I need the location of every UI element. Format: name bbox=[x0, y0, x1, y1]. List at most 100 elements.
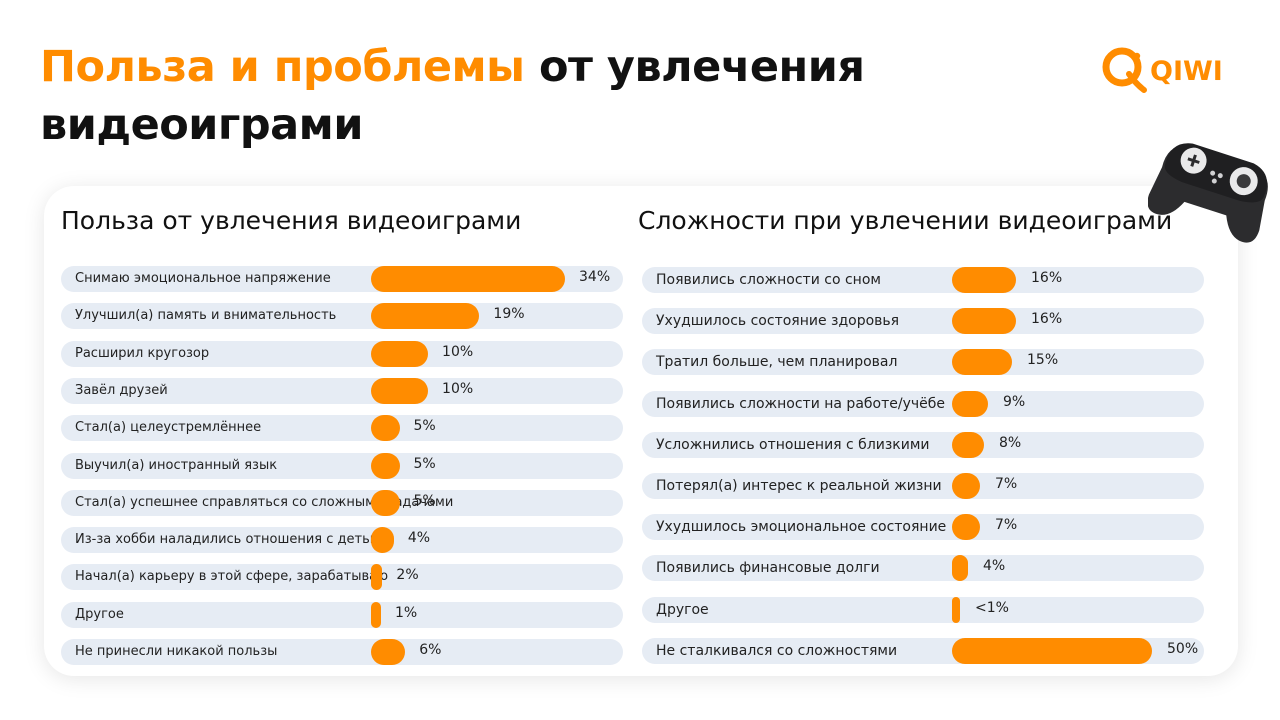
bar-label: Расширил кругозор bbox=[75, 345, 210, 361]
page-title: Польза и проблемы от увлечения видеоигра… bbox=[40, 38, 865, 154]
bar-row: Не сталкивался со сложностями 50% bbox=[642, 637, 1204, 664]
bar bbox=[952, 349, 1012, 376]
bar-label: Ухудшилось состояние здоровья bbox=[656, 313, 900, 330]
bar-label: Из-за хобби наладились отношения с детьм… bbox=[75, 532, 389, 548]
bar-track bbox=[61, 639, 623, 665]
bar-row: Потерял(а) интерес к реальной жизни 7% bbox=[642, 473, 1204, 499]
bar-track bbox=[61, 340, 623, 367]
bar-value-label: 50% bbox=[1167, 640, 1199, 657]
title-line2: видеоиграми bbox=[40, 100, 363, 150]
bar-value-label: 19% bbox=[493, 306, 525, 323]
bar-label: Другое bbox=[75, 606, 124, 622]
bar-value-label: 10% bbox=[442, 380, 474, 397]
bar-row: Ухудшилось состояние здоровья 16% bbox=[642, 308, 1204, 335]
bar bbox=[952, 555, 968, 582]
bar bbox=[371, 601, 381, 628]
bar-label: Усложнились отношения с близкими bbox=[656, 436, 930, 453]
bar-label: Ухудшилось эмоциональное состояние bbox=[656, 519, 947, 536]
bar-value-label: 7% bbox=[995, 517, 1018, 534]
bar-label: Появились финансовые долги bbox=[656, 560, 880, 577]
bar bbox=[371, 639, 406, 665]
bar bbox=[952, 637, 1152, 664]
bar-value-label: 4% bbox=[407, 530, 431, 547]
bar bbox=[952, 390, 988, 417]
gamepad-icon bbox=[1148, 143, 1268, 243]
bar-row: Начал(а) карьеру в этой сфере, зарабатыв… bbox=[61, 564, 623, 591]
bar bbox=[371, 266, 565, 292]
bar-label: Не сталкивался со сложностями bbox=[656, 642, 898, 659]
bar bbox=[952, 431, 984, 458]
bar-row: Ухудшилось эмоциональное состояние 7% bbox=[642, 514, 1204, 541]
bar-track bbox=[61, 564, 623, 591]
bar-row: Выучил(а) иностранный язык 5% bbox=[61, 452, 623, 479]
bar-value-label: 16% bbox=[1031, 311, 1063, 328]
bar-value-label: 7% bbox=[995, 476, 1018, 492]
bar-label: Улучшил(а) память и внимательность bbox=[75, 308, 337, 324]
bar-label: Потерял(а) интерес к реальной жизни bbox=[656, 478, 942, 494]
bar-track bbox=[61, 415, 623, 442]
bar-value-label: 5% bbox=[413, 455, 436, 472]
bar-track bbox=[642, 308, 1204, 335]
bar-label: Появились сложности со сном bbox=[656, 272, 881, 288]
bar-value-label: 5% bbox=[413, 418, 436, 435]
bar bbox=[952, 473, 980, 499]
bar-track bbox=[642, 555, 1204, 582]
bar bbox=[371, 415, 400, 442]
bar bbox=[952, 308, 1016, 335]
bar-label: Стал(а) целеустремлённее bbox=[75, 420, 262, 436]
bar-track bbox=[642, 267, 1204, 293]
bar bbox=[371, 340, 429, 367]
bar-track bbox=[61, 377, 623, 404]
bar-value-label: 9% bbox=[1003, 393, 1026, 410]
problems-title: Сложности при увлечении видеоиграми bbox=[638, 206, 1173, 235]
bar-track bbox=[642, 596, 1204, 623]
bar bbox=[371, 452, 400, 479]
bar-value-label: 2% bbox=[396, 567, 419, 584]
bar-track bbox=[642, 514, 1204, 541]
bar-row: Завёл друзей 10% bbox=[61, 377, 623, 404]
bar-value-label: 5% bbox=[413, 492, 436, 509]
bar-label: Появились сложности на работе/учёбе bbox=[656, 395, 946, 412]
bar bbox=[371, 489, 400, 516]
bar-label: Другое bbox=[656, 601, 709, 618]
bar-track bbox=[642, 431, 1204, 458]
bar-label: Снимаю эмоциональное напряжение bbox=[75, 271, 331, 286]
qiwi-logo-icon: QIWI bbox=[1102, 47, 1223, 93]
bar-row: Улучшил(а) память и внимательность 19% bbox=[61, 303, 623, 330]
bar-track bbox=[61, 527, 623, 554]
bar-value-label: 4% bbox=[983, 558, 1006, 575]
bar-row: Тратил больше, чем планировал 15% bbox=[642, 349, 1204, 376]
bar bbox=[952, 514, 980, 541]
title-rest: от увлечения bbox=[524, 42, 865, 92]
bar-value-label: 8% bbox=[999, 434, 1022, 451]
bar-row: Другое 1% bbox=[61, 601, 623, 628]
bar-value-label: 10% bbox=[442, 343, 474, 360]
bar-label: Стал(а) успешнее справляться со сложными… bbox=[75, 494, 454, 510]
bar-track bbox=[642, 349, 1204, 376]
bar-label: Выучил(а) иностранный язык bbox=[75, 457, 278, 473]
bar-value-label: 15% bbox=[1027, 352, 1059, 369]
bar-label: Начал(а) карьеру в этой сфере, зарабатыв… bbox=[75, 569, 389, 585]
bar-row: Появились финансовые долги 4% bbox=[642, 555, 1204, 582]
bar-track bbox=[61, 601, 623, 628]
bar bbox=[371, 527, 394, 554]
bar-track bbox=[642, 390, 1204, 417]
bar-track bbox=[642, 473, 1204, 499]
bar-label: Тратил больше, чем планировал bbox=[656, 354, 898, 371]
bar-label: Не принесли никакой пользы bbox=[75, 644, 278, 659]
bar-value-label: 1% bbox=[395, 604, 418, 621]
bar-value-label: <1% bbox=[975, 599, 1009, 616]
bar-track bbox=[61, 303, 623, 330]
bar-value-label: 6% bbox=[419, 642, 442, 658]
bar bbox=[371, 564, 383, 591]
bar bbox=[371, 303, 480, 330]
bar-value-label: 34% bbox=[579, 269, 611, 285]
bar-row: Появились сложности на работе/учёбе 9% bbox=[642, 390, 1204, 417]
bar-row: Усложнились отношения с близкими 8% bbox=[642, 431, 1204, 458]
bar bbox=[371, 377, 429, 404]
bar-row: Из-за хобби наладились отношения с детьм… bbox=[61, 527, 623, 554]
bar-row: Стал(а) целеустремлённее 5% bbox=[61, 415, 623, 442]
bar-row: Появились сложности со сном 16% bbox=[642, 267, 1204, 293]
bar bbox=[952, 596, 960, 623]
